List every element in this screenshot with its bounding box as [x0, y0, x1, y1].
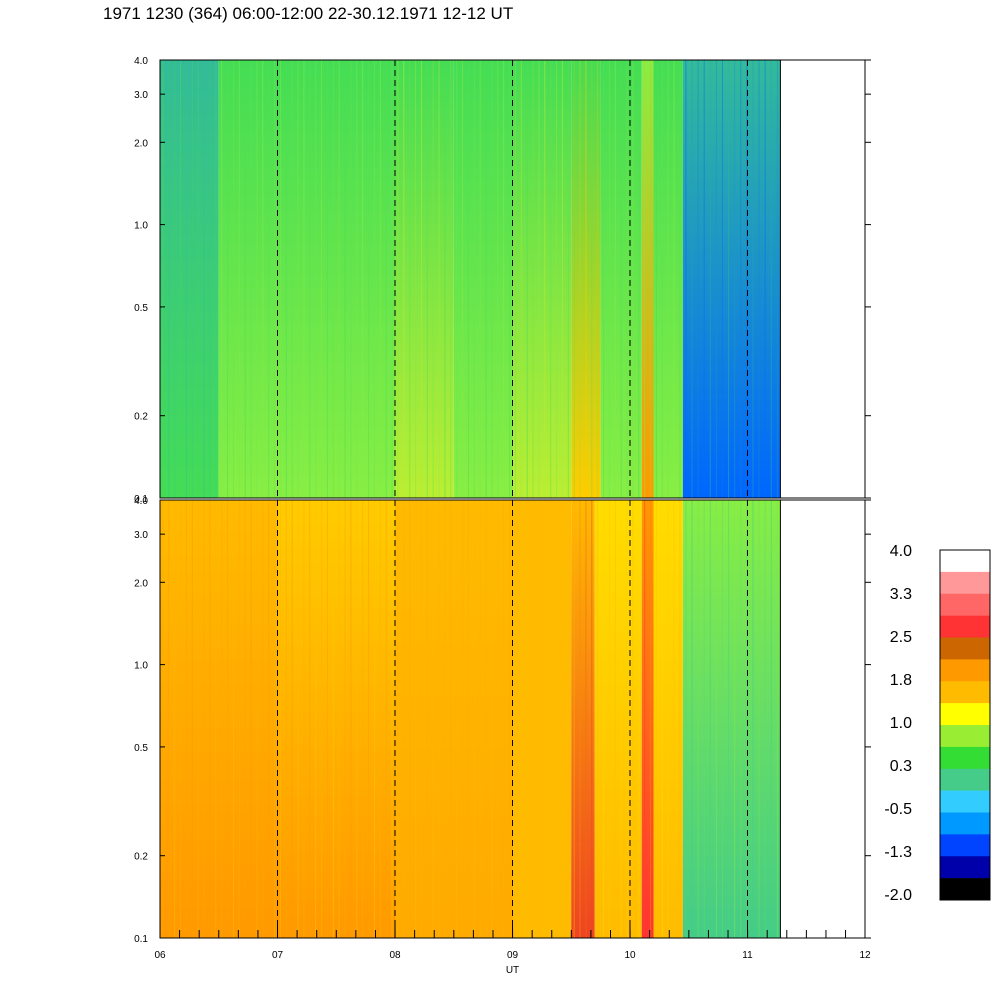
- x-tick-label: 06: [154, 950, 166, 961]
- panel-lower: [159, 499, 866, 939]
- colorbar-swatch: [940, 790, 990, 813]
- heat-segment: [641, 60, 654, 498]
- x-tick-label: 09: [507, 950, 519, 961]
- x-axis-label: UT: [506, 965, 519, 976]
- heat-segment: [512, 500, 572, 938]
- y-tick-label: 0.1: [134, 494, 148, 505]
- heat-segment: [160, 500, 278, 938]
- colorbar-swatch: [940, 834, 990, 857]
- colorbar-swatch: [940, 878, 990, 901]
- colorbar-label: 3.3: [890, 586, 912, 603]
- colorbar-swatch: [940, 703, 990, 726]
- colorbar-label: 1.0: [890, 715, 912, 732]
- x-tick-label: 10: [624, 950, 636, 961]
- colorbar-swatch: [940, 812, 990, 835]
- colorbar-swatch: [940, 659, 990, 682]
- colorbar-swatch: [940, 746, 990, 770]
- axes: 0.10.20.51.02.03.04.00.10.20.51.02.03.04…: [134, 56, 871, 976]
- colorbar-swatch: [940, 768, 990, 791]
- y-tick-label: 1.0: [134, 221, 148, 232]
- y-tick-label: 0.2: [134, 412, 148, 423]
- heat-segment: [682, 500, 781, 938]
- colorbar-swatch: [940, 681, 990, 704]
- colorbar: 4.0 3.3 2.5 1.8 1.0 0.3 -0.5 -1.3 -2.0: [884, 543, 991, 904]
- colorbar-swatch: [940, 593, 990, 616]
- y-tick-label: 0.1: [134, 934, 148, 945]
- spectrogram-panels: [159, 59, 866, 939]
- colorbar-label: -1.3: [884, 844, 912, 861]
- colorbar-label: -2.0: [884, 887, 912, 904]
- colorbar-frame: [939, 549, 991, 901]
- colorbar-label: 1.8: [890, 672, 912, 689]
- y-tick-label: 0.5: [134, 303, 148, 314]
- colorbar-swatch: [940, 856, 990, 879]
- heat-segment: [453, 60, 513, 498]
- heat-segment: [218, 60, 278, 498]
- heat-segment: [395, 60, 454, 498]
- x-tick-label: 11: [742, 950, 753, 961]
- heat-segment: [277, 60, 395, 498]
- y-tick-label: 0.2: [134, 852, 148, 863]
- chart-title: 1971 1230 (364) 06:00-12:00 22-30.12.197…: [103, 4, 514, 23]
- y-tick-label: 2.0: [134, 138, 148, 149]
- x-tick-label: 08: [389, 950, 401, 961]
- colorbar-label: 0.3: [890, 758, 912, 775]
- colorbar-swatch: [940, 550, 990, 573]
- colorbar-swatch: [940, 571, 990, 595]
- heat-segment: [160, 60, 219, 498]
- colorbar-swatch: [940, 615, 990, 638]
- heat-segment: [512, 60, 572, 498]
- y-tick-label: 4.0: [134, 496, 148, 507]
- y-tick-label: 2.0: [134, 578, 148, 589]
- y-tick-label: 3.0: [134, 530, 148, 541]
- y-tick-label: 1.0: [134, 661, 148, 672]
- x-tick-label: 07: [272, 950, 284, 961]
- no-data-area: [780, 500, 865, 938]
- no-data-area: [780, 60, 865, 498]
- x-tick-label: 12: [859, 950, 871, 961]
- y-tick-label: 0.5: [134, 743, 148, 754]
- panel-upper: [159, 59, 866, 499]
- heat-segment: [277, 500, 395, 938]
- colorbar-label: 2.5: [890, 629, 912, 646]
- colorbar-swatch: [940, 637, 990, 660]
- heat-segment: [594, 500, 642, 938]
- colorbar-label: -0.5: [884, 801, 912, 818]
- y-tick-label: 3.0: [134, 90, 148, 101]
- heat-segment: [682, 60, 781, 498]
- heat-segment: [641, 500, 654, 938]
- heat-segment: [571, 500, 595, 938]
- heat-segment: [395, 500, 513, 938]
- colorbar-label: 4.0: [890, 543, 912, 560]
- y-tick-label: 4.0: [134, 56, 148, 67]
- colorbar-swatch: [940, 725, 990, 748]
